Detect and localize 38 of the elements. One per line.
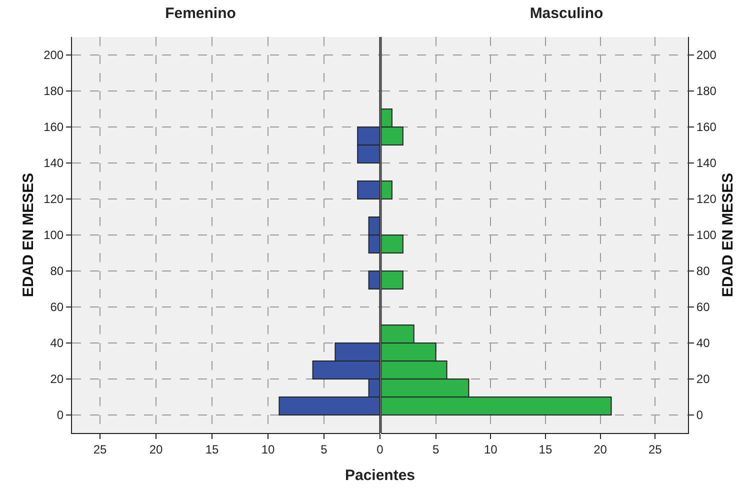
x-tick-label: 5 [432,442,440,456]
y-tick-label: 160 [44,120,64,134]
x-tick-label: 15 [538,442,552,456]
x-tick-label: 20 [594,442,608,456]
x-tick-label: 20 [149,442,163,456]
y-tick-label: 140 [696,156,717,170]
x-tick-label: 25 [93,442,107,456]
y-tick-label: 0 [696,408,704,422]
y-tick-label: 100 [44,228,64,242]
chart-title: Femenino [165,4,236,22]
y-tick-label: 80 [50,264,64,278]
y-tick-label: 120 [696,192,717,206]
x-tick-label: 15 [205,442,219,456]
x-tick-label: 5 [320,442,328,456]
y-tick-label: 80 [696,264,710,278]
y-tick-label: 20 [50,372,64,386]
x-tick-label: 10 [261,442,275,456]
x-tick-label: 0 [376,442,384,456]
y-tick-label: 100 [696,228,717,242]
chart-title: Masculino [530,4,604,22]
y-tick-label: 180 [696,84,717,98]
y-tick-label: 160 [696,120,717,134]
y-tick-label: 180 [44,84,64,98]
x-tick-label: 10 [484,442,498,456]
y-tick-label: 120 [44,192,64,206]
x-tick-label: 25 [648,442,662,456]
y-tick-label: 0 [56,408,64,422]
x-axis-title: Pacientes [344,467,416,484]
y-tick-label: 60 [50,300,64,314]
y-tick-label: 200 [696,48,717,62]
y-tick-label: 40 [50,336,64,350]
y-tick-label: 40 [696,336,710,350]
y-tick-label: 200 [44,48,64,62]
y-tick-label: 60 [696,300,710,314]
y-axis-title: EDAD EN MESES [720,172,737,298]
y-tick-label: 140 [44,156,64,170]
y-tick-label: 20 [696,372,710,386]
y-axis-title: EDAD EN MESES [20,172,37,298]
